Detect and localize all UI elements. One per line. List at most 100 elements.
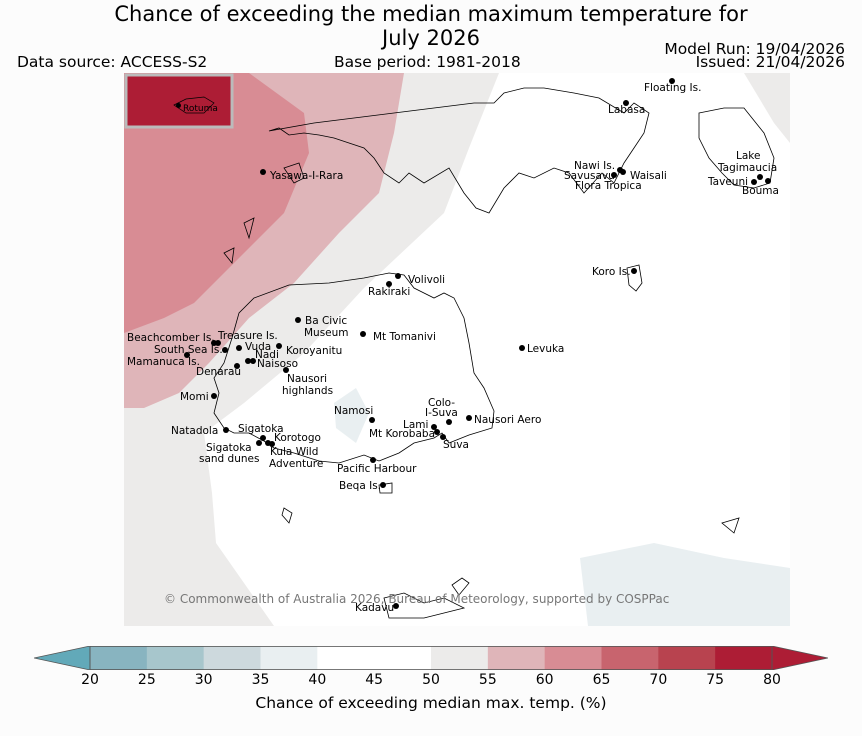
colorbar-segment xyxy=(658,646,716,670)
colorbar-segment xyxy=(203,646,261,670)
nadi-label: Nadi xyxy=(255,349,279,361)
band-65-70 xyxy=(124,73,309,333)
natadola-dot xyxy=(223,427,229,433)
base-period: Base period: 1981-2018 xyxy=(334,53,521,71)
colorbar-segment xyxy=(715,646,773,670)
colorbar-segments xyxy=(90,646,773,670)
flora-tropica-label: Flora Tropica xyxy=(575,180,642,192)
colo-label-2: I-Suva xyxy=(425,407,458,419)
sig-dunes-label-1: Sigatoka xyxy=(206,442,252,454)
lami-dot xyxy=(431,424,437,430)
sig-dunes-dot xyxy=(256,440,262,446)
taveuni-dot xyxy=(751,179,757,185)
colorbar-tick-label: 35 xyxy=(251,672,270,688)
band-40-45-se xyxy=(580,543,790,626)
colorbar-tick-label: 25 xyxy=(137,672,156,688)
korotogo-dot xyxy=(265,440,271,446)
namosi-label: Namosi xyxy=(334,405,374,417)
colo-dot xyxy=(446,419,452,425)
rotuma-label: Rotuma xyxy=(183,104,218,114)
mt-korobaba-dot xyxy=(434,429,440,435)
labasa-label: Labasa xyxy=(608,104,646,116)
natadola-label: Natadola xyxy=(171,425,219,437)
waisali-dot xyxy=(620,169,626,175)
kula-label-2: Adventure xyxy=(269,458,324,470)
rakiraki-label: Rakiraki xyxy=(368,286,411,298)
chart-title: Chance of exceeding the median maximum t… xyxy=(0,2,862,50)
rotuma-outline xyxy=(173,96,215,114)
nausori-aero-label: Nausori Aero xyxy=(474,414,542,426)
kula-dot xyxy=(269,441,275,447)
colorbar-segment xyxy=(374,646,432,670)
colorbar-tick-label: 40 xyxy=(308,672,327,688)
rakiraki-dot xyxy=(386,281,392,287)
labasa-dot xyxy=(623,100,629,106)
model-run: Model Run: 19/04/2026 xyxy=(664,40,845,58)
nawi-label: Nawi Is. xyxy=(574,160,616,172)
yasawa-label: Yasawa-I-Rara xyxy=(270,170,344,182)
colorbar-tick-label: 70 xyxy=(649,672,668,688)
nausori-high-label-1: Nausori xyxy=(287,373,328,385)
kula-label-1: Kula Wild xyxy=(270,446,319,458)
volivoli-dot xyxy=(395,273,401,279)
waisali-label: Waisali xyxy=(630,170,667,182)
mamanuca-dot xyxy=(184,352,190,358)
sigatoka-dot xyxy=(260,435,266,441)
colorbar-tick-label: 50 xyxy=(422,672,440,688)
bouma-label: Bouma xyxy=(742,185,779,197)
beqa-dot xyxy=(380,482,386,488)
colorbar-tick-label: 80 xyxy=(763,672,781,688)
mt-tomanivi-dot xyxy=(360,331,366,337)
islet-south xyxy=(281,507,293,524)
data-source: Data source: ACCESS-S2 xyxy=(17,53,208,71)
ba-civic-label-1: Ba Civic xyxy=(305,315,348,327)
title-line-2: July 2026 xyxy=(382,26,480,50)
levuka-dot xyxy=(519,345,525,351)
sigatoka-label: Sigatoka xyxy=(238,423,284,435)
momi-dot xyxy=(211,393,217,399)
mamanuca-label: Mamanuca Is. xyxy=(127,356,200,368)
map-svg xyxy=(124,73,790,626)
colorbar-segment xyxy=(601,646,659,670)
koro-dot xyxy=(631,268,637,274)
colorbar-tick-label: 20 xyxy=(81,672,99,688)
band-55-60-ne xyxy=(744,73,790,143)
coastlines xyxy=(213,87,775,619)
korotogo-label: Korotogo xyxy=(274,432,321,444)
kadavu-dot xyxy=(393,603,399,609)
beqa-island xyxy=(378,482,393,494)
colorbar-tick-label: 65 xyxy=(592,672,611,688)
colorbar-segment xyxy=(90,646,148,670)
beachcomber-label: Beachcomber Is. xyxy=(127,332,215,344)
nadi-dot xyxy=(250,358,256,364)
beqa-label: Beqa Is. xyxy=(339,480,382,492)
kadavu-coast xyxy=(383,577,470,619)
nausori-high-label-2: highlands xyxy=(282,385,334,397)
tagimaucia-dot xyxy=(757,174,763,180)
koroyanitu-dot xyxy=(276,343,282,349)
floating-is-label: Floating Is. xyxy=(644,82,702,94)
bouma-dot xyxy=(765,178,771,184)
koro-label: Koro Is. xyxy=(592,266,631,278)
vuda-label: Vuda xyxy=(245,341,272,353)
naisoso-dot xyxy=(245,358,251,364)
treasure-dot xyxy=(215,340,221,346)
namosi-dot xyxy=(369,417,375,423)
colorbar-segment xyxy=(431,646,489,670)
floating-is-dot xyxy=(669,78,675,84)
colorbar-tick-label: 45 xyxy=(365,672,384,688)
pacific-harbour-label: Pacific Harbour xyxy=(337,463,417,475)
colorbar-frame xyxy=(89,646,773,670)
colorbar-high-arrow xyxy=(771,646,828,670)
momi-label: Momi xyxy=(180,391,209,403)
savusavu-dot xyxy=(611,172,617,178)
colorbar-tick-label: 60 xyxy=(535,672,554,688)
south-sea-label: South Sea Is. xyxy=(154,344,223,356)
colorbar-segment xyxy=(544,646,602,670)
lami-label: Lami xyxy=(403,419,429,431)
colorbar-tick-label: 55 xyxy=(478,672,497,688)
colorbar-segment xyxy=(146,646,205,670)
naisoso-label: Naisoso xyxy=(257,358,298,370)
colo-label-1: Colo- xyxy=(428,397,456,409)
colorbar-tick-label: 30 xyxy=(194,672,213,688)
